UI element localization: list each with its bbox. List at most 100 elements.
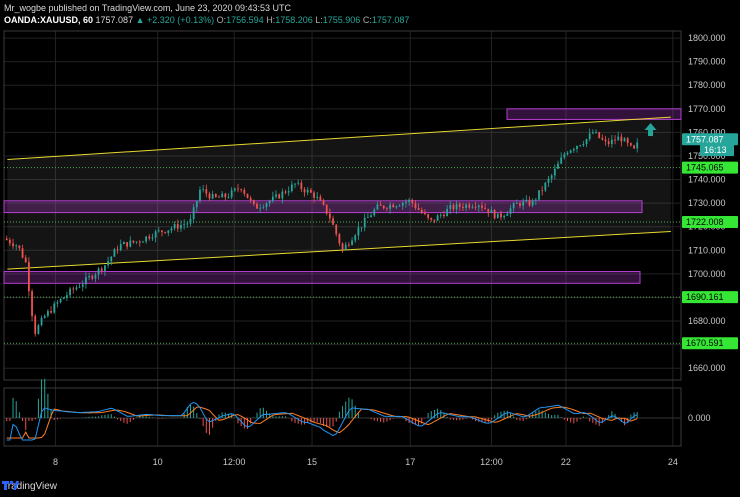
candle-body [471,206,474,208]
tradingview-footer: TradingView [2,478,57,494]
candle-body [547,178,550,183]
candle-body [534,199,537,201]
candle-body [544,182,547,191]
candle-body [88,276,90,278]
price-tag-label: 1722.008 [686,217,724,227]
candle-body [360,227,363,229]
price-tag-label: 1670.591 [686,338,724,348]
candle-body [138,241,141,243]
candle-body [557,163,559,169]
candle-body [401,202,404,206]
candle-body [249,198,252,201]
candle-body [604,139,607,142]
candle-body [151,237,154,239]
candle-body [443,214,445,217]
candle-body [351,240,353,245]
candle-body [275,194,277,197]
candle-body [424,212,426,215]
candle-body [303,189,306,193]
candle-body [550,175,553,179]
candle-body [224,193,227,198]
candle-body [243,189,246,194]
candle-body [620,136,623,142]
y-tick-label: 1700.000 [688,269,726,279]
candle-body [512,203,515,209]
candle-body [496,213,499,219]
candle-body [585,139,588,145]
candle-body [154,231,157,238]
y-tick-label: 1710.000 [688,245,726,255]
candle-body [12,243,14,247]
candle-body [601,137,604,140]
candle-body [325,204,328,214]
candle-body [170,228,173,231]
macd-zero-label: 0.000 [688,413,711,423]
candle-body [566,152,569,155]
price-tag-s1 [682,291,738,304]
candle-body [633,145,635,149]
candle-body [477,205,480,208]
candle-body [119,244,122,251]
candle-body [230,190,233,198]
candle-body [582,144,585,146]
candle-body [142,241,144,243]
zone-rect [506,108,682,120]
candle-body [389,204,391,209]
candle-body [572,149,575,151]
candle-body [347,244,350,246]
candle-body [157,230,160,232]
price-tag-label: 1757.087 [686,134,724,144]
candle-body [395,206,398,208]
candle-body [53,303,56,313]
candle-body [199,189,201,201]
candle-body [37,325,40,334]
candle-body [173,224,176,229]
time-axis: 8 10 12:00 15 17 12:00 22 24 [53,457,678,467]
high-value: 1758.206 [275,15,313,25]
candle-body [493,209,496,219]
candle-body [519,203,521,206]
y-tick-label: 1680.000 [688,316,726,326]
candle-body [591,132,594,134]
candle-body [449,204,452,210]
publish-text: Mr_wogbe published on TradingView.com, J… [4,3,292,13]
price-tag-label: 1745.065 [686,163,724,173]
candle-body [373,209,376,216]
candle-body [265,203,268,208]
arrow-head [644,123,657,131]
candle-body [338,234,341,244]
candle-body [629,143,632,146]
trend-up-icon: ▲ [135,15,145,25]
candle-body [531,200,534,206]
candle-body [626,138,629,144]
candle-body [614,139,616,141]
candle-body [18,245,21,249]
candle-body [553,168,556,176]
candle-body [335,224,338,235]
candle-body [24,257,27,263]
candle-body [420,209,423,213]
price-tag-last [682,133,738,146]
channel-upper-line [7,116,671,161]
x-tick-label: 24 [668,457,678,467]
candle-body [300,182,303,190]
candle-body [341,243,344,250]
candle-body [46,310,49,316]
price-tag-r2 [682,215,738,228]
candle-body [123,242,125,245]
x-tick-label: 8 [53,457,58,467]
candle-body [43,315,46,318]
channel-lower-line [7,230,671,270]
candle-body [439,214,442,216]
y-tick-label: 1780.000 [688,80,726,90]
candle-body [183,224,186,226]
candle-body [430,217,433,220]
candle-body [595,132,597,133]
candle-body [405,201,407,203]
candle-body [176,224,179,229]
candle-body [306,189,309,193]
candle-body [398,205,401,207]
candle-body [268,200,271,204]
open-value: 1756.594 [226,15,264,25]
